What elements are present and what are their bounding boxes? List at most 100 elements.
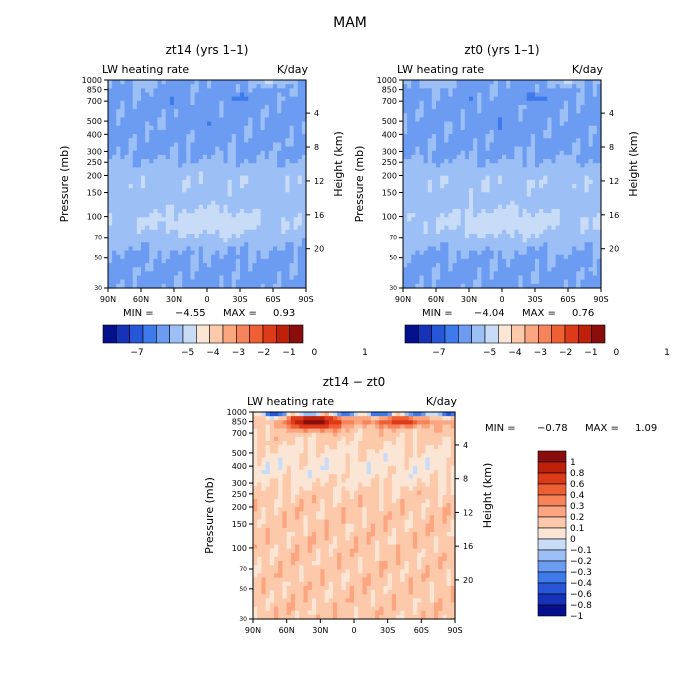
contour-cell xyxy=(518,242,524,247)
contour-cell xyxy=(260,171,266,177)
contour-cell xyxy=(477,221,482,227)
contour-cell xyxy=(157,229,163,235)
contour-cell xyxy=(215,279,220,285)
contour-cell xyxy=(165,200,171,206)
contour-cell xyxy=(285,84,291,89)
contour-cell xyxy=(273,271,278,277)
contour-cell xyxy=(588,80,594,85)
contour-cell xyxy=(464,188,470,193)
contour-cell xyxy=(153,267,159,272)
contour-cell xyxy=(440,250,445,256)
contour-cell xyxy=(452,221,458,227)
contour-cell xyxy=(260,263,266,268)
contour-cell xyxy=(415,229,421,235)
contour-cell xyxy=(473,200,478,206)
contour-cell xyxy=(481,279,487,285)
contour-cell xyxy=(289,213,295,218)
contour-cell xyxy=(543,92,548,98)
contour-cell xyxy=(551,217,557,223)
contour-cell xyxy=(128,184,134,189)
contour-cell xyxy=(202,267,208,272)
contour-cell xyxy=(411,233,416,239)
contour-cell xyxy=(240,117,245,123)
contour-cell xyxy=(219,138,225,143)
contour-cell xyxy=(530,88,536,94)
contour-cell xyxy=(120,80,126,85)
contour-cell xyxy=(248,88,253,94)
contour-cell xyxy=(198,275,204,281)
contour-cell xyxy=(526,150,532,156)
max-label: MAX = xyxy=(522,308,556,319)
contour-cell xyxy=(273,263,278,268)
contour-cell xyxy=(223,80,229,85)
contour-cell xyxy=(526,92,532,98)
contour-cell xyxy=(132,221,138,227)
contour-cell xyxy=(186,221,192,227)
contour-cell xyxy=(277,171,282,177)
contour-cell xyxy=(219,208,225,214)
contour-cell xyxy=(132,200,138,206)
contour-cell xyxy=(448,150,454,156)
contour-cell xyxy=(182,184,187,189)
contour-cell xyxy=(584,200,590,206)
contour-cell xyxy=(260,238,266,243)
contour-cell xyxy=(436,154,441,160)
contour-cell xyxy=(244,242,249,247)
contour-cell xyxy=(128,125,134,131)
contour-cell xyxy=(419,271,425,277)
contour-cell xyxy=(136,150,142,156)
contour-cell xyxy=(145,80,150,85)
contour-cell xyxy=(227,217,233,223)
contour-cell xyxy=(108,163,113,168)
contour-cell xyxy=(551,221,557,227)
contour-cell xyxy=(481,175,487,181)
y-tick-label: 400 xyxy=(87,130,102,139)
contour-cell xyxy=(452,171,458,177)
x-tick-label: 90S xyxy=(298,295,313,304)
contour-cell xyxy=(559,80,565,85)
contour-cell xyxy=(132,242,138,247)
contour-cell xyxy=(161,109,167,114)
contour-cell xyxy=(452,134,458,139)
contour-cell xyxy=(535,117,540,123)
contour-cell xyxy=(580,146,586,152)
contour-cell xyxy=(289,125,295,131)
contour-cell xyxy=(124,138,130,143)
contour-cell xyxy=(169,167,175,173)
contour-cell xyxy=(244,100,249,106)
contour-cell xyxy=(161,188,167,193)
contour-cell xyxy=(268,283,274,289)
contour-cell xyxy=(436,121,441,127)
contour-cell xyxy=(165,184,171,189)
contour-cell xyxy=(157,134,163,139)
contour-cell xyxy=(174,275,179,281)
contour-cell xyxy=(522,167,528,173)
contour-cell xyxy=(440,80,445,85)
contour-cell xyxy=(273,213,278,218)
contour-cell xyxy=(514,121,520,127)
contour-cell xyxy=(293,250,299,256)
contour-cell xyxy=(227,113,233,119)
contour-cell xyxy=(493,175,499,181)
contour-cell xyxy=(596,233,602,239)
contour-cell xyxy=(481,154,487,160)
contour-cell xyxy=(510,225,515,231)
contour-cell xyxy=(444,117,449,123)
contour-cell xyxy=(452,254,458,260)
contour-cell xyxy=(522,150,528,156)
contour-cell xyxy=(539,267,544,272)
contour-cell xyxy=(120,246,126,252)
contour-cell xyxy=(194,84,200,89)
contour-cell xyxy=(211,238,216,243)
contour-cell xyxy=(157,113,163,119)
contour-cell xyxy=(469,88,474,94)
contour-cell xyxy=(547,233,553,239)
contour-cell xyxy=(281,250,286,256)
contour-cell xyxy=(145,275,150,281)
contour-cell xyxy=(215,88,220,94)
contour-cell xyxy=(128,271,134,277)
contour-cell xyxy=(411,283,416,289)
contour-cell xyxy=(584,134,590,139)
contour-cell xyxy=(477,142,482,148)
contour-cell xyxy=(456,229,462,235)
